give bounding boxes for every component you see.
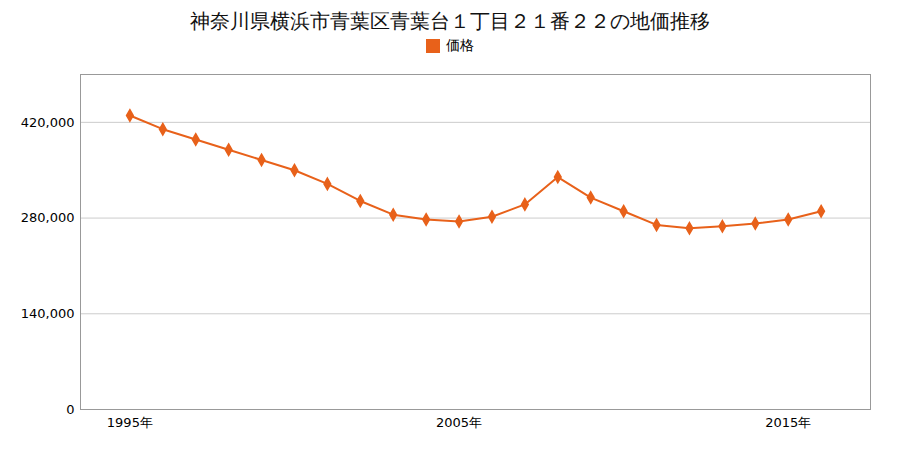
html-text:神奈川県横浜市青葉区青葉台１丁目２１番２２の地価推移: 神奈川県横浜市青葉区青葉台１丁目２１番２２の地価推移: [190, 9, 710, 33]
html-text:価格: 価格: [446, 37, 474, 53]
svg-text:0: 0: [66, 402, 74, 417]
svg-text:1995年: 1995年: [107, 415, 153, 430]
svg-text:280,000: 280,000: [21, 210, 75, 225]
svg-text:2005年: 2005年: [436, 415, 482, 430]
svg-text:420,000: 420,000: [21, 115, 75, 130]
svg-text:2015年: 2015年: [765, 415, 811, 430]
svg-text:140,000: 140,000: [21, 306, 75, 321]
